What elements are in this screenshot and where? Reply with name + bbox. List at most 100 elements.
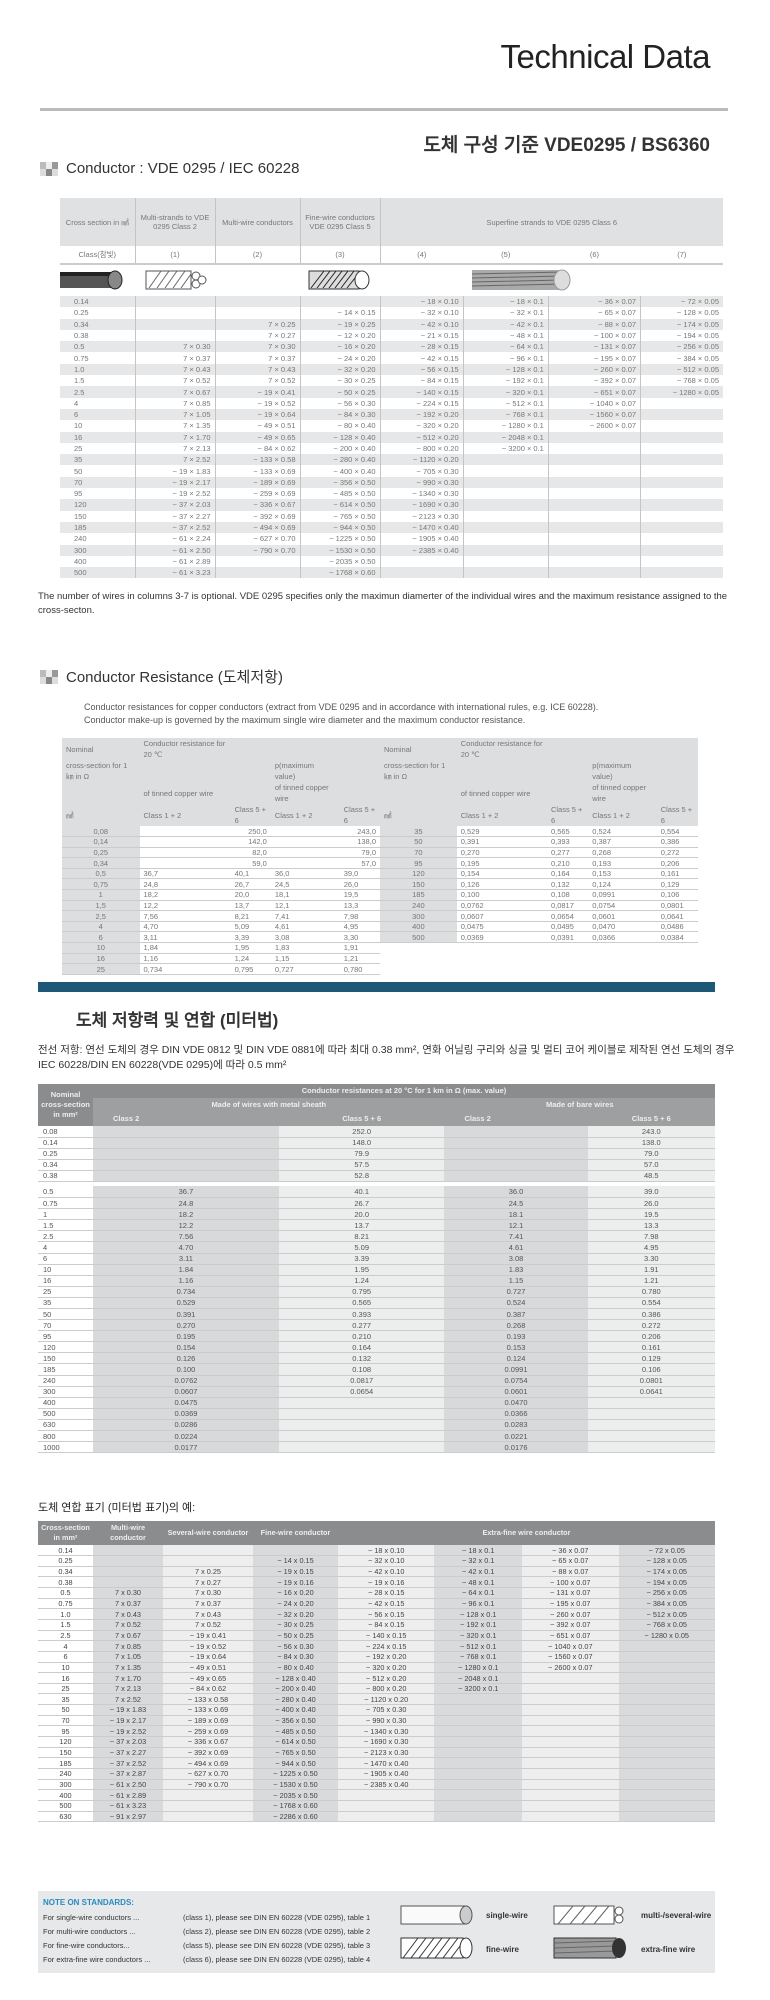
table-cell: 5.09	[278, 1241, 445, 1254]
table-cell: 142,0	[230, 836, 271, 848]
table-cell: ~ 19 x 2.17	[93, 1715, 163, 1727]
table-cell	[253, 1545, 338, 1557]
cross-section-cell: 150	[60, 510, 136, 522]
table-cell: ~ 64 x 0.1	[434, 1587, 523, 1599]
cross-section-cell: 0.34	[38, 1159, 93, 1171]
table-cell: ~ 61 x 3.23	[93, 1800, 163, 1812]
table-cell: 7 × 2.13	[135, 442, 216, 455]
table-cell: ~ 1560 × 0.07	[548, 408, 642, 421]
table-cell: ~ 2600 x 0.07	[522, 1662, 619, 1674]
table-cell: ~ 705 × 0.30	[380, 465, 464, 477]
table-cell: 7 x 0.67	[93, 1630, 163, 1642]
table-cell: 0,0654	[546, 910, 589, 922]
table-cell: ~ 84 × 0.15	[380, 375, 464, 387]
cross-section-cell: 35	[60, 454, 136, 466]
cross-section-cell: 185	[60, 521, 136, 534]
table-cell: ~ 61 x 2.50	[93, 1779, 163, 1791]
table-cell: 0,524	[588, 826, 657, 838]
section-title: Conductor Resistance (도체저항)	[66, 669, 283, 686]
table-cell: 3.11	[93, 1253, 279, 1265]
table-row: 120 ~ 37 × 2.03 ~ 336 × 0.67 ~ 614 × 0.50 ~ …	[60, 499, 723, 511]
legend-label: fine-wire	[486, 1945, 519, 1954]
table-cell: 0,108	[546, 889, 589, 901]
table-cell: ~ 512 x 0.05	[618, 1608, 715, 1620]
table-cell: 39,0	[339, 868, 380, 880]
table-cell: 57.5	[278, 1159, 445, 1171]
table-cell: 0.0817	[278, 1375, 445, 1387]
table-row: 300 0,0607 0,0654 0,0601 0,0641	[380, 910, 698, 922]
table-cell	[548, 544, 642, 556]
table-cell: ~ 705 x 0.30	[338, 1704, 435, 1716]
table-cell: 7 x 0.37	[163, 1598, 253, 1610]
table-cell: 0.100	[93, 1363, 279, 1376]
table-cell: 0.795	[278, 1286, 445, 1298]
col-header: cross-section for 1 ㎞ in Ω	[62, 760, 140, 782]
col-header	[270, 738, 340, 760]
cross-section-cell: 0.14	[38, 1137, 93, 1149]
table-row: 0.75 24.8 26.7 24.5 26.0	[38, 1197, 715, 1210]
cross-section-cell: 95	[38, 1725, 93, 1738]
table-cell: 7 × 0.37	[215, 352, 301, 364]
table-cell: 0.0369	[93, 1408, 279, 1420]
table-cell: 24,8	[139, 878, 231, 891]
cross-section-cell: 70	[380, 847, 457, 859]
table-cell: ~ 28 × 0.15	[380, 341, 464, 353]
table-cell: ~ 56 × 0.15	[380, 363, 464, 376]
cross-section-cell: 2.5	[38, 1630, 93, 1642]
table-cell: ~ 512 × 0.1	[463, 397, 549, 409]
table-cell: 7.98	[587, 1230, 715, 1243]
col-header: Conductor resistance for 20 ℃	[456, 738, 547, 760]
table-cell: ~ 42 x 0.1	[434, 1566, 523, 1578]
cross-section-cell: 70	[60, 476, 136, 489]
table-cell: 82,0	[230, 847, 271, 859]
table-cell: ~ 651 × 0.07	[548, 386, 642, 398]
table-cell: 7 x 1.35	[93, 1662, 163, 1674]
table-cell: 0.272	[587, 1319, 715, 1332]
table-row	[38, 1181, 715, 1187]
table-row: 300 ~ 61 x 2.50 ~ 790 x 0.70 ~ 1530 x 0.50 ~…	[38, 1779, 715, 1791]
col-header	[546, 782, 589, 804]
table-cell	[139, 847, 231, 859]
table-cell: 0,129	[656, 878, 698, 891]
table-cell: ~ 32 x 0.20	[253, 1608, 338, 1620]
cross-section-cell: 0,5	[62, 868, 140, 880]
col-header	[588, 738, 657, 760]
table-cell	[338, 1811, 435, 1823]
table-cell: ~ 36 × 0.07	[548, 296, 642, 308]
cross-section-cell: 1.5	[38, 1219, 93, 1232]
table-cell: 4,95	[339, 921, 380, 933]
table-cell: 7 × 2.52	[135, 454, 216, 466]
table-cell: 0,206	[656, 857, 698, 869]
table-cell: 250,0	[230, 826, 271, 838]
cross-section-cell: 0.75	[38, 1598, 93, 1610]
table-cell: ~ 32 × 0.1	[463, 307, 549, 319]
table-cell: ~ 32 × 0.20	[300, 363, 381, 376]
col-header: Multi-strands to VDE 0295 Class 2	[135, 198, 216, 246]
cross-section-cell: 16	[60, 431, 136, 443]
table-cell: ~ 128 × 0.40	[300, 431, 381, 443]
table-cell	[215, 555, 301, 568]
col-header: p(maximum value)	[270, 760, 340, 782]
cross-section-cell: 240	[38, 1768, 93, 1780]
table-row: 10 1,84 1,95 1,83 1,91	[62, 942, 380, 954]
cross-section-cell: 2,5	[62, 910, 140, 922]
col-header: Class 5 + 6	[278, 1112, 445, 1126]
section-resistance-heading: Conductor Resistance (도체저항)	[40, 666, 283, 687]
table-cell	[215, 296, 301, 308]
table-cell: 0,124	[588, 878, 657, 891]
table-row: 25 0,734 0,795 0,727 0,780	[62, 963, 380, 975]
table-row: 0.25 79.9 79.0	[38, 1148, 715, 1160]
table-cell	[434, 1789, 523, 1801]
table-cell: 0.393	[278, 1308, 445, 1321]
table-row: 95 0,195 0,210 0,193 0,206	[380, 857, 698, 869]
table-cell	[270, 836, 340, 848]
table-cell	[278, 1408, 445, 1420]
table-row: 1.0 7 × 0.43 7 × 0.43 ~ 32 × 0.20 ~ 56 × 0.1…	[60, 363, 723, 376]
table-cell: 3.08	[444, 1253, 588, 1265]
table-cell	[640, 544, 723, 556]
single-wire-icon	[400, 1905, 473, 1925]
cross-section-cell: 25	[60, 442, 136, 455]
table-cell: 0.161	[587, 1341, 715, 1354]
table-cell: 0.391	[93, 1308, 279, 1321]
